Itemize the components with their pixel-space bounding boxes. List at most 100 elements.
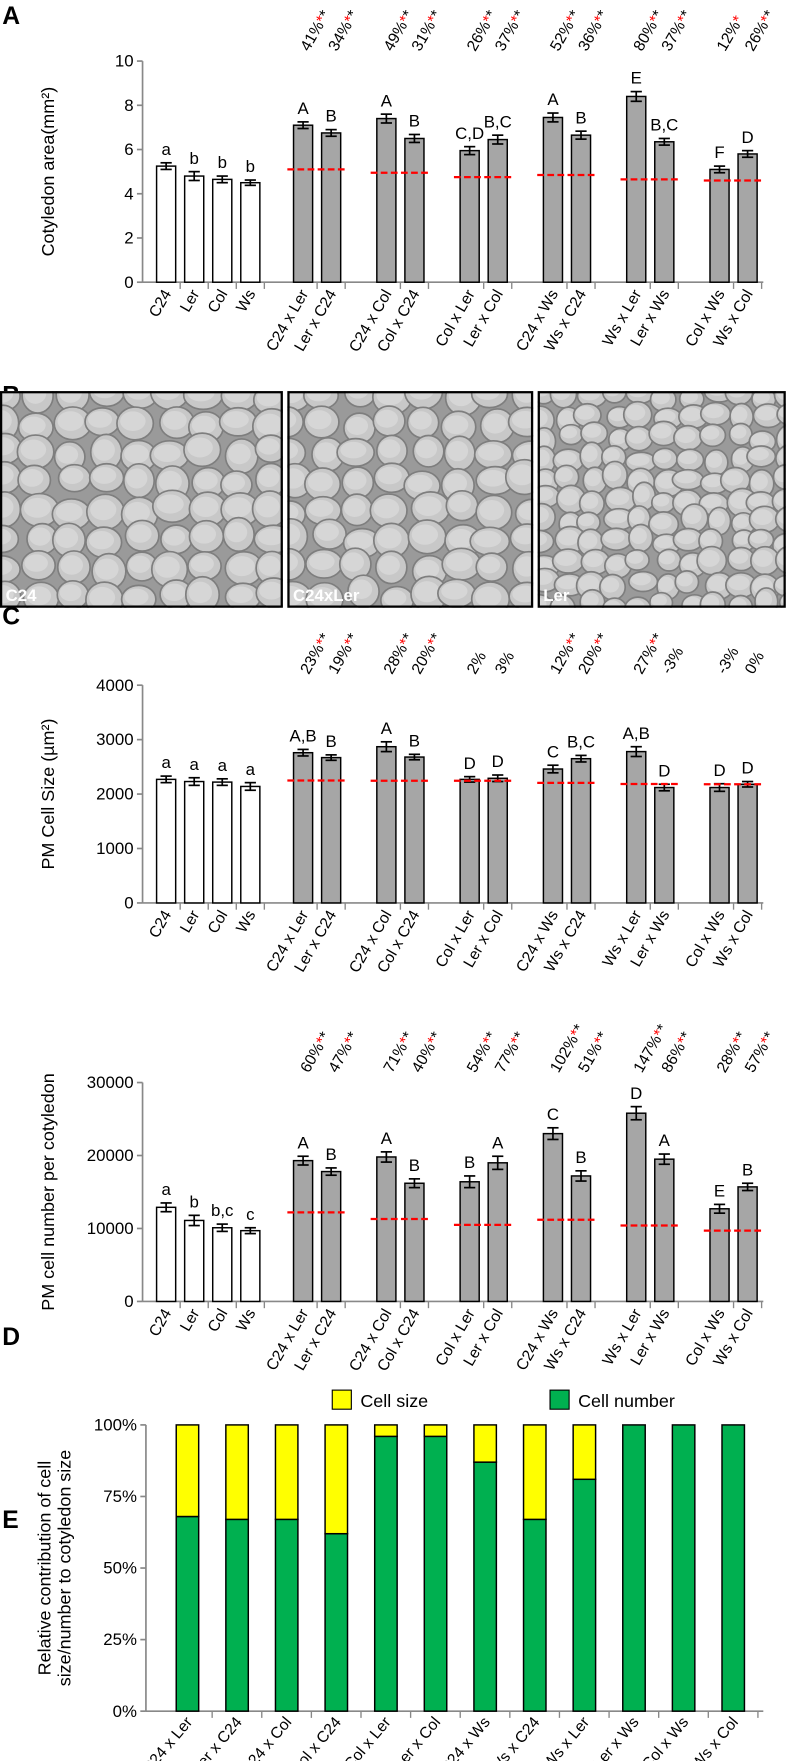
cell-highlight	[681, 407, 702, 422]
x-tick-label: C24 x Ws	[437, 1714, 494, 1761]
y-axis-label-group: PM Cell Size (µm²)	[38, 719, 58, 870]
cell-highlight	[682, 507, 702, 525]
bar	[240, 785, 261, 904]
cell-highlight	[658, 576, 674, 593]
significance-letter: a	[190, 755, 200, 774]
cell-highlight	[651, 423, 672, 439]
cell-highlight	[479, 469, 507, 487]
cell-highlight	[411, 524, 439, 545]
significance-letter: b	[246, 157, 255, 176]
legend-label: Cell size	[360, 1391, 428, 1411]
cell-highlight	[630, 527, 647, 545]
cell-highlight	[582, 424, 602, 438]
cell-highlight	[224, 391, 250, 403]
cell-highlight	[579, 532, 598, 549]
cell-highlight	[537, 472, 553, 489]
cell-highlight	[560, 514, 577, 530]
y-axis-label-group: Cotyledon area(mm²)	[38, 87, 58, 257]
x-tick-label-group: Ler	[177, 287, 203, 315]
bar	[654, 141, 675, 283]
error-bar	[464, 145, 476, 156]
significance-letter: A	[381, 91, 393, 110]
bar-segment	[522, 1424, 547, 1521]
error-bar	[575, 754, 587, 763]
cell-highlight	[256, 413, 283, 436]
cell-highlight	[192, 524, 217, 544]
micrograph-cells	[0, 391, 283, 608]
y-axis-label-group: size/number to cotyledon size	[55, 1450, 75, 1687]
cell-highlight	[748, 447, 769, 461]
bar	[709, 786, 730, 904]
bar-segment	[473, 1424, 498, 1463]
error-bar	[492, 1155, 504, 1171]
significance-letter: B	[326, 1145, 337, 1164]
error-bar	[630, 745, 642, 758]
cell-highlight	[259, 581, 283, 600]
annotation-label: 3%	[492, 649, 518, 677]
cell-highlight	[753, 391, 770, 404]
cell-highlight	[515, 444, 534, 462]
bar	[487, 138, 508, 283]
significance-letter: c	[246, 1205, 254, 1224]
legend-swatch	[549, 1389, 570, 1410]
cell-highlight	[606, 556, 626, 571]
error-bar	[630, 90, 642, 103]
cell-highlight	[224, 497, 252, 518]
cell-highlight	[258, 467, 280, 488]
cell-highlight	[511, 410, 534, 429]
significance-letter: A	[659, 1131, 671, 1150]
bar	[183, 780, 205, 904]
annotation-label: 2%	[464, 649, 490, 677]
x-tick-label: C24 x Col	[238, 1714, 295, 1761]
cell-highlight	[537, 557, 553, 571]
error-bar	[244, 179, 256, 187]
micrograph-label: C24xLer	[293, 586, 360, 605]
y-tick-label: 0%	[113, 1702, 137, 1721]
error-bar	[547, 112, 559, 123]
bar	[459, 1181, 480, 1303]
y-tick-label: 6	[124, 140, 133, 159]
cell-highlight	[444, 473, 468, 494]
cell-highlight	[126, 468, 148, 489]
cell-highlight	[604, 464, 622, 482]
cell-highlight	[608, 408, 626, 422]
significance-letter: B	[742, 1160, 753, 1179]
y-axis-label-group: PM cell number per cotyledon	[38, 1073, 58, 1311]
bar-segment	[324, 1532, 349, 1712]
error-bar	[575, 1169, 587, 1182]
y-tick-label: 20000	[87, 1146, 134, 1165]
bar-segment	[671, 1424, 696, 1712]
x-tick-label: Col	[205, 1306, 232, 1335]
bar	[155, 778, 177, 904]
annotation: 2%	[464, 649, 490, 677]
bar-segment	[225, 1518, 250, 1712]
x-tick-label: Ws	[233, 908, 259, 936]
cell-highlight	[683, 596, 702, 608]
error-bar	[160, 1202, 172, 1213]
bar	[376, 1156, 397, 1303]
cell-highlight	[0, 437, 15, 456]
cell-highlight	[675, 428, 696, 444]
cell-highlight	[583, 552, 604, 568]
significance-letter: B,C	[650, 116, 678, 135]
cell-highlight	[287, 391, 303, 404]
significance-letter: D	[742, 759, 754, 778]
cell-highlight	[756, 591, 773, 608]
error-bar	[741, 149, 754, 159]
annotation: 12%*	[714, 13, 748, 54]
x-tick-label: Ws	[233, 287, 259, 315]
cell-highlight	[658, 551, 675, 565]
micrograph: Ler	[537, 391, 786, 608]
error-bar	[713, 1203, 726, 1214]
cell-highlight	[154, 391, 182, 400]
cell-highlight	[287, 441, 299, 460]
cell-highlight	[651, 594, 667, 607]
bar	[570, 1175, 592, 1303]
bar	[654, 1158, 675, 1303]
cell-highlight	[722, 470, 744, 486]
x-tick-label-group: Col	[205, 287, 232, 316]
x-tick-label-group: Ler	[177, 1306, 203, 1334]
cell-highlight	[24, 391, 47, 404]
cell-highlight	[307, 472, 333, 492]
